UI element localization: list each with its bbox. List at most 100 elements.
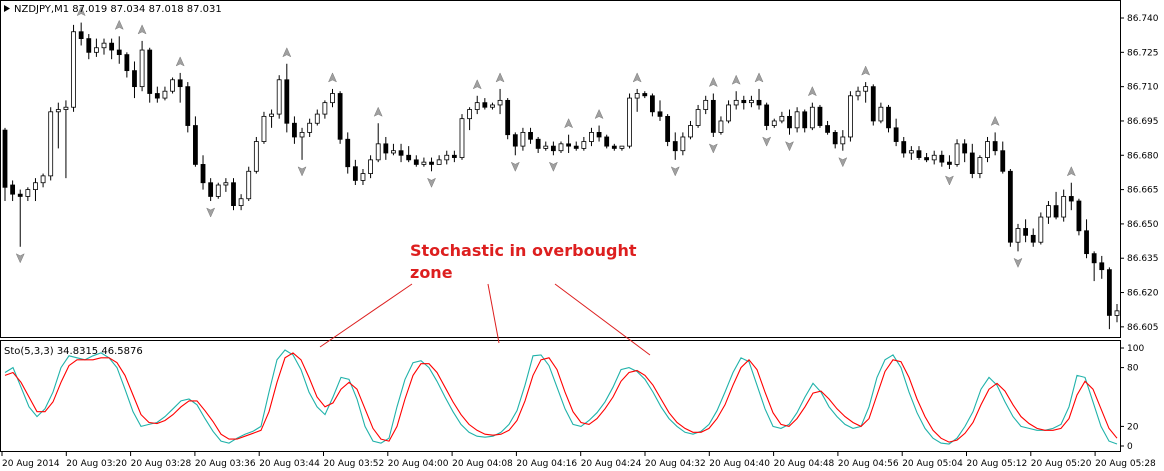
candle-body [1106,269,1112,316]
candle [78,22,84,46]
candle [292,116,297,144]
candle [528,127,533,144]
candle [269,109,274,128]
candle [710,93,716,137]
time-axis: 20 Aug 2014 20 Aug 03:20 20 Aug 03:28 20 Au… [1,452,1156,469]
candle [1099,255,1105,279]
candle-body [688,125,693,138]
candle [741,95,747,110]
candle-body [832,131,838,145]
candle-body [779,115,785,122]
price-tick-label: 86.725 [1127,48,1159,58]
candle [817,104,823,128]
candle [1061,189,1067,222]
candle [520,127,526,151]
stochastic-tick-label: 20 [1127,422,1139,432]
candle [444,150,450,165]
candle-body [63,106,69,110]
candle [962,139,968,163]
candle-body [627,97,632,147]
time-tick-label: 20 Aug 04:16 [516,459,577,469]
candle [764,102,770,131]
candle-body [208,182,214,197]
candle [1007,169,1013,247]
candle [665,114,671,147]
price-tick-label: 86.680 [1127,151,1159,161]
candle [589,127,594,147]
candle-body [543,145,549,149]
header-triangle-icon [4,5,10,12]
candle [299,127,305,160]
candle-body [48,111,54,177]
candle-body [147,49,153,94]
candle-body [124,54,130,72]
time-tick-label: 20 Aug 03:20 [66,459,127,469]
candle-body [931,154,937,161]
fractal-down-arrow [1013,257,1023,268]
time-tick-label: 20 Aug 04:32 [645,459,706,469]
candle-body [657,111,663,117]
candle-body [375,143,381,161]
candle [1000,141,1006,174]
candle-body [589,131,594,142]
fractal-down-arrow [297,166,307,177]
candle-body [200,164,206,184]
time-tick-label: 20 Aug 03:52 [324,459,385,469]
candle [703,95,709,115]
price-tick-label: 86.635 [1127,254,1159,264]
candle-body [870,86,876,122]
candle [908,146,914,160]
candle [2,127,8,202]
candle [193,116,198,167]
fractal-down-arrow [944,175,954,186]
candle [924,152,929,163]
time-tick-label: 20 Aug 05:04 [902,459,963,469]
candle [802,109,808,133]
price-candles-layer [2,22,1120,330]
candle-body [596,131,602,138]
candle-body [573,145,579,149]
candle [611,143,617,151]
candle-body [139,49,145,88]
candle-body [413,159,419,165]
time-tick-label: 20 Aug 05:20 [1031,459,1092,469]
fractal-up-arrow [632,72,642,83]
candle-body [383,143,389,154]
candle-body [93,47,99,53]
candle-body [505,99,511,136]
stochastic-tick-label: 80 [1127,364,1139,374]
candle [33,178,38,202]
candle-body [535,138,541,149]
candle [878,102,884,124]
candle-body [78,31,84,40]
candle-body [878,106,884,122]
candle [870,84,876,126]
time-tick-label: 20 Aug 03:44 [259,459,320,469]
candle-body [756,99,762,106]
candle-body [1023,228,1029,236]
fractal-down-arrow [510,161,520,172]
price-panel-header: NZDJPY,M1 87.019 87.034 87.018 87.031 [14,4,222,15]
candle-body [238,198,244,207]
candle-body [474,102,480,110]
candle [672,132,678,160]
candle-body [231,182,236,207]
fractal-up-arrow [495,72,505,83]
candle-body [322,102,328,115]
candle [86,34,92,60]
fractal-up-arrow [114,19,124,30]
fractal-up-arrow [175,56,185,67]
fractal-down-arrow [670,166,680,177]
candle [505,98,511,140]
candle-body [284,79,290,124]
candle [1038,212,1044,245]
candle-body [840,136,846,145]
fractal-up-arrow [731,74,741,85]
candle [383,136,389,160]
stochastic-signal-line [4,352,1118,443]
candle-body [253,141,259,172]
candle-body [1030,234,1036,243]
time-tick-label: 20 Aug 04:56 [838,459,899,469]
candle [200,155,206,190]
